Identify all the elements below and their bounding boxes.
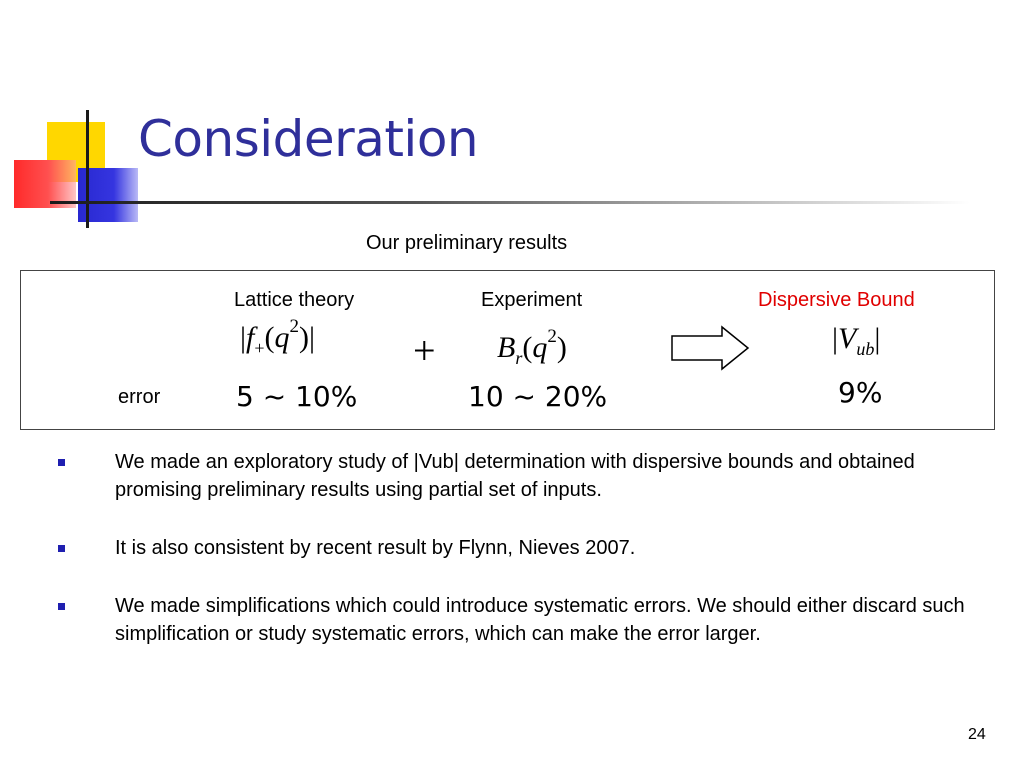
- formula-vub: |Vub|: [832, 322, 881, 359]
- page-number: 24: [968, 726, 986, 743]
- list-item: It is also consistent by recent result b…: [58, 534, 1003, 562]
- results-box: [20, 270, 995, 430]
- heading-lattice-theory: Lattice theory: [234, 289, 355, 311]
- slide-logo: [0, 0, 160, 240]
- formula-form-factor: |f+(q2)|: [240, 316, 316, 358]
- right-arrow-icon: [671, 325, 750, 371]
- slide-title: Consideration: [138, 110, 479, 168]
- error-label: error: [118, 386, 161, 408]
- bullet-square-icon: [58, 459, 65, 466]
- list-item: We made simplifications which could intr…: [58, 592, 1003, 648]
- logo-red-square: [14, 160, 76, 208]
- bullet-text: We made an exploratory study of |Vub| de…: [115, 451, 915, 501]
- list-item: We made an exploratory study of |Vub| de…: [58, 448, 1003, 504]
- bullet-square-icon: [58, 603, 65, 610]
- plus-operator: +: [413, 328, 436, 373]
- title-underline: [50, 201, 970, 204]
- results-caption: Our preliminary results: [366, 232, 568, 254]
- bullet-text: It is also consistent by recent result b…: [115, 537, 636, 559]
- error-experiment: 10 ~ 20%: [468, 380, 608, 413]
- logo-vertical-line: [86, 110, 89, 228]
- heading-dispersive-bound: Dispersive Bound: [758, 289, 915, 311]
- heading-experiment: Experiment: [481, 289, 583, 311]
- bullet-text: We made simplifications which could intr…: [115, 595, 965, 645]
- error-vub: 9%: [838, 376, 883, 409]
- formula-branching-ratio: Br(q2): [497, 326, 567, 368]
- bullet-square-icon: [58, 545, 65, 552]
- error-lattice: 5 ~ 10%: [236, 380, 358, 413]
- conclusion-list: We made an exploratory study of |Vub| de…: [58, 448, 1003, 678]
